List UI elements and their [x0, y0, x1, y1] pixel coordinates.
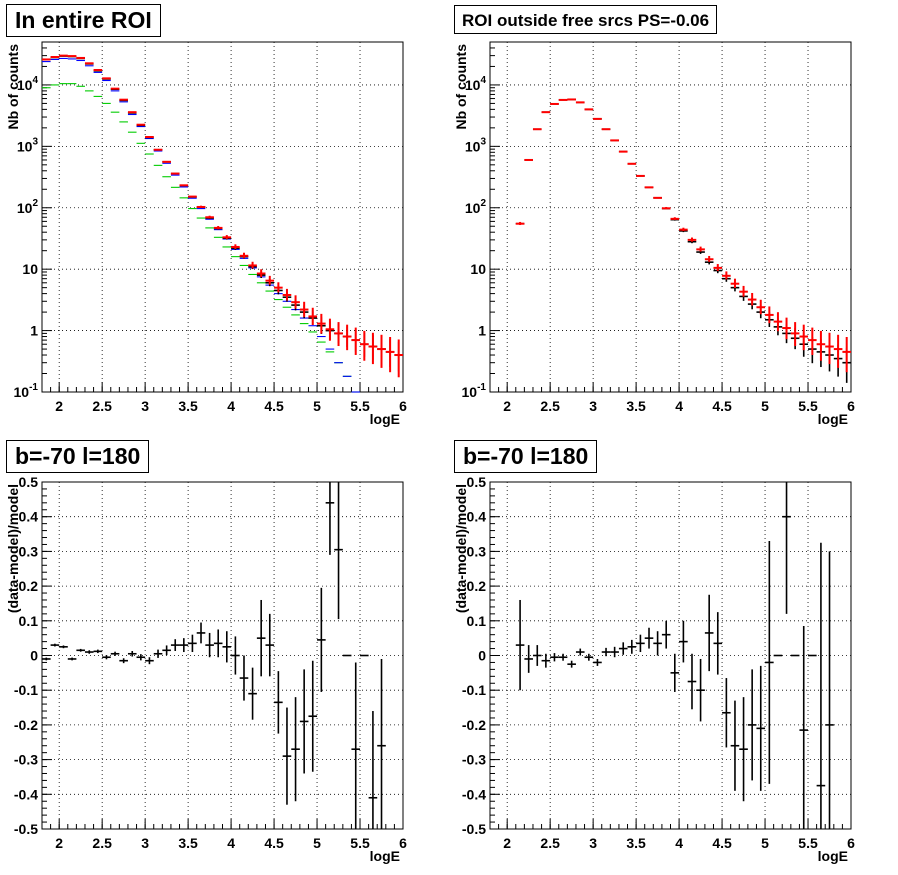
y-tick-label: -0.3: [14, 752, 38, 768]
x-tick-label: 2.5: [540, 398, 560, 414]
x-tick-label: 6: [399, 835, 407, 851]
x-tick-label: 5: [313, 398, 321, 414]
y-tick-label: 10: [22, 261, 38, 277]
x-tick-label: 2: [55, 398, 63, 414]
x-tick-label: 3.5: [178, 398, 198, 414]
x-tick-label: 4.5: [264, 398, 284, 414]
plot-frame: [41, 41, 404, 393]
y-tick-label: 0.2: [19, 578, 39, 594]
y-tick-label: -0.4: [462, 786, 486, 802]
x-tick-label: 2.5: [540, 835, 560, 851]
x-tick-label: 3.5: [178, 835, 198, 851]
x-tick-label: 5.5: [350, 835, 370, 851]
x-tick-label: 6: [399, 398, 407, 414]
x-tick-label: 2.5: [92, 835, 112, 851]
y-tick-label: 0.5: [467, 474, 487, 490]
x-tick-label: 5.5: [350, 398, 370, 414]
y-tick-label: 0.4: [19, 509, 39, 525]
y-tick-label: 0: [30, 648, 38, 664]
x-tick-label: 2: [503, 398, 511, 414]
x-tick-label: 3: [141, 398, 149, 414]
y-tick-label: -0.5: [14, 821, 38, 837]
x-axis-title: logE: [370, 411, 400, 427]
x-axis-title: logE: [818, 411, 848, 427]
x-tick-label: 3: [589, 835, 597, 851]
x-tick-label: 4.5: [264, 835, 284, 851]
x-tick-label: 5.5: [798, 398, 818, 414]
x-axis-title: logE: [818, 848, 848, 864]
x-tick-label: 4: [227, 398, 235, 414]
y-tick-label: 0.4: [467, 509, 487, 525]
y-tick-label: 10: [470, 261, 486, 277]
y-axis-title: (data-model)/model: [453, 484, 469, 613]
x-tick-label: 3: [141, 835, 149, 851]
plot-frame: [489, 481, 852, 830]
x-tick-label: 6: [847, 398, 855, 414]
y-axis-title: (data-model)/model: [5, 484, 21, 613]
y-tick-label: 0.1: [467, 613, 487, 629]
y-tick-label: -0.3: [462, 752, 486, 768]
panel-title-3: b=-70 l=180: [6, 440, 150, 473]
y-tick-label: 10-1: [14, 382, 39, 400]
y-tick-label: 104: [17, 75, 39, 93]
y-tick-label: -0.1: [14, 682, 38, 698]
x-tick-label: 5: [761, 835, 769, 851]
x-tick-label: 5.5: [798, 835, 818, 851]
x-tick-label: 6: [847, 835, 855, 851]
y-tick-label: 10-1: [462, 382, 487, 400]
y-tick-label: -0.1: [462, 682, 486, 698]
x-tick-label: 2: [503, 835, 511, 851]
y-tick-label: 0.3: [19, 543, 39, 559]
y-tick-label: -0.2: [14, 717, 38, 733]
y-tick-label: 0.2: [467, 578, 487, 594]
y-tick-label: -0.5: [462, 821, 486, 837]
y-tick-label: 103: [465, 136, 487, 154]
y-tick-label: 104: [465, 75, 487, 93]
panel-title-1: In entire ROI: [6, 4, 161, 37]
y-tick-label: 0.3: [467, 543, 487, 559]
y-axis-title: Nb of counts: [5, 44, 21, 130]
plot-frame: [41, 481, 404, 830]
x-tick-label: 4: [675, 398, 683, 414]
x-tick-label: 3: [589, 398, 597, 414]
y-tick-label: 0.5: [19, 474, 39, 490]
y-tick-label: 0.1: [19, 613, 39, 629]
x-tick-label: 5: [761, 398, 769, 414]
x-tick-label: 4: [227, 835, 235, 851]
x-tick-label: 2: [55, 835, 63, 851]
y-tick-label: 1: [478, 323, 486, 339]
y-tick-label: 1: [30, 323, 38, 339]
x-tick-label: 3.5: [626, 835, 646, 851]
x-axis-title: logE: [370, 848, 400, 864]
y-tick-label: 102: [465, 198, 487, 216]
panel-title-4: b=-70 l=180: [454, 440, 598, 473]
y-tick-label: -0.2: [462, 717, 486, 733]
plot-frame: [489, 41, 852, 393]
y-tick-label: -0.4: [14, 786, 38, 802]
x-tick-label: 3.5: [626, 398, 646, 414]
y-axis-title: Nb of counts: [453, 44, 469, 130]
panel-title-2: ROI outside free srcs PS=-0.06: [454, 5, 718, 34]
x-tick-label: 4.5: [712, 398, 732, 414]
x-tick-label: 5: [313, 835, 321, 851]
x-tick-label: 4.5: [712, 835, 732, 851]
x-tick-label: 4: [675, 835, 683, 851]
x-tick-label: 2.5: [92, 398, 112, 414]
y-tick-label: 103: [17, 136, 39, 154]
y-tick-label: 0: [478, 648, 486, 664]
y-tick-label: 102: [17, 198, 39, 216]
